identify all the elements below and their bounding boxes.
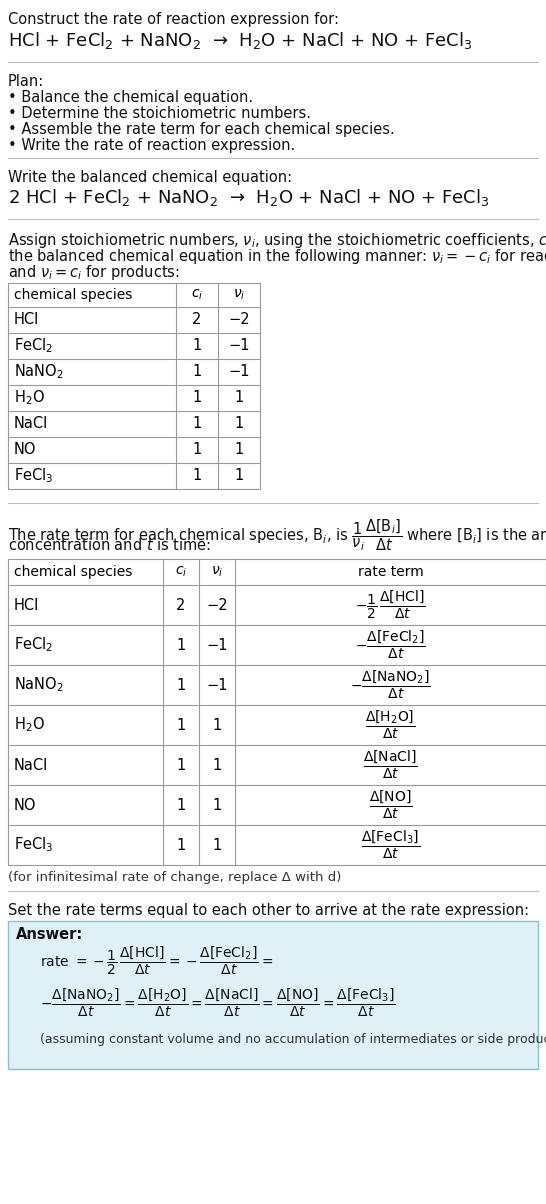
Text: FeCl$_2$: FeCl$_2$ — [14, 636, 53, 654]
Text: 1: 1 — [212, 838, 222, 852]
Text: $-\dfrac{\Delta[\mathrm{NaNO_2}]}{\Delta t}$: $-\dfrac{\Delta[\mathrm{NaNO_2}]}{\Delta… — [350, 669, 431, 701]
Text: 1: 1 — [234, 443, 244, 458]
Text: HCl + FeCl$_2$ + NaNO$_2$  →  H$_2$O + NaCl + NO + FeCl$_3$: HCl + FeCl$_2$ + NaNO$_2$ → H$_2$O + NaC… — [8, 30, 472, 51]
Text: NO: NO — [14, 797, 37, 813]
Bar — [8, 559, 546, 864]
Text: 1: 1 — [234, 468, 244, 484]
Text: −1: −1 — [228, 338, 250, 354]
Text: rate $= -\dfrac{1}{2}\,\dfrac{\Delta[\mathrm{HCl}]}{\Delta t} = -\dfrac{\Delta[\: rate $= -\dfrac{1}{2}\,\dfrac{\Delta[\ma… — [40, 945, 273, 978]
Text: and $\nu_i = c_i$ for products:: and $\nu_i = c_i$ for products: — [8, 262, 180, 282]
Text: 2: 2 — [176, 597, 186, 613]
Text: 1: 1 — [176, 637, 186, 653]
Text: 1: 1 — [234, 390, 244, 406]
Text: Set the rate terms equal to each other to arrive at the rate expression:: Set the rate terms equal to each other t… — [8, 903, 529, 917]
Text: FeCl$_3$: FeCl$_3$ — [14, 467, 54, 485]
Text: 1: 1 — [176, 757, 186, 773]
Text: 2: 2 — [192, 313, 201, 327]
Text: NaCl: NaCl — [14, 417, 48, 431]
Text: $\dfrac{\Delta[\mathrm{NaCl}]}{\Delta t}$: $\dfrac{\Delta[\mathrm{NaCl}]}{\Delta t}… — [363, 749, 418, 781]
Text: 1: 1 — [212, 797, 222, 813]
Text: $\dfrac{\Delta[\mathrm{FeCl_3}]}{\Delta t}$: $\dfrac{\Delta[\mathrm{FeCl_3}]}{\Delta … — [361, 828, 420, 861]
Text: (for infinitesimal rate of change, replace Δ with d): (for infinitesimal rate of change, repla… — [8, 870, 341, 884]
Text: • Determine the stoichiometric numbers.: • Determine the stoichiometric numbers. — [8, 106, 311, 120]
Text: chemical species: chemical species — [14, 565, 132, 579]
Text: Construct the rate of reaction expression for:: Construct the rate of reaction expressio… — [8, 12, 339, 26]
Text: −1: −1 — [206, 678, 228, 692]
Bar — [8, 921, 538, 1069]
Text: −1: −1 — [206, 637, 228, 653]
Text: $\dfrac{\Delta[\mathrm{NO}]}{\Delta t}$: $\dfrac{\Delta[\mathrm{NO}]}{\Delta t}$ — [369, 789, 412, 821]
Text: $c_i$: $c_i$ — [191, 288, 203, 302]
Text: NO: NO — [14, 443, 37, 458]
Text: 1: 1 — [176, 838, 186, 852]
Text: 1: 1 — [192, 338, 201, 354]
Text: • Assemble the rate term for each chemical species.: • Assemble the rate term for each chemic… — [8, 122, 395, 137]
Text: NaNO$_2$: NaNO$_2$ — [14, 362, 64, 382]
Text: • Write the rate of reaction expression.: • Write the rate of reaction expression. — [8, 138, 295, 153]
Text: 1: 1 — [176, 797, 186, 813]
Text: 2 HCl + FeCl$_2$ + NaNO$_2$  →  H$_2$O + NaCl + NO + FeCl$_3$: 2 HCl + FeCl$_2$ + NaNO$_2$ → H$_2$O + N… — [8, 187, 490, 208]
Text: $c_i$: $c_i$ — [175, 565, 187, 579]
Text: 1: 1 — [192, 443, 201, 458]
Text: chemical species: chemical species — [14, 288, 132, 302]
Text: 1: 1 — [176, 718, 186, 732]
Text: Plan:: Plan: — [8, 73, 44, 89]
Text: HCl: HCl — [14, 313, 39, 327]
Text: • Balance the chemical equation.: • Balance the chemical equation. — [8, 90, 253, 105]
Text: concentration and $t$ is time:: concentration and $t$ is time: — [8, 537, 211, 553]
Text: $-\dfrac{\Delta[\mathrm{FeCl_2}]}{\Delta t}$: $-\dfrac{\Delta[\mathrm{FeCl_2}]}{\Delta… — [355, 628, 426, 661]
Text: (assuming constant volume and no accumulation of intermediates or side products): (assuming constant volume and no accumul… — [40, 1033, 546, 1046]
Text: Write the balanced chemical equation:: Write the balanced chemical equation: — [8, 170, 292, 185]
Text: $\dfrac{\Delta[\mathrm{H_2O}]}{\Delta t}$: $\dfrac{\Delta[\mathrm{H_2O}]}{\Delta t}… — [365, 709, 416, 742]
Text: Answer:: Answer: — [16, 927, 83, 942]
Text: −1: −1 — [228, 365, 250, 379]
Text: the balanced chemical equation in the following manner: $\nu_i = -c_i$ for react: the balanced chemical equation in the fo… — [8, 247, 546, 266]
Text: rate term: rate term — [358, 565, 423, 579]
Text: −2: −2 — [228, 313, 250, 327]
Text: 1: 1 — [192, 417, 201, 431]
Text: FeCl$_3$: FeCl$_3$ — [14, 836, 54, 855]
Text: $\nu_i$: $\nu_i$ — [211, 565, 223, 579]
Text: 1: 1 — [234, 417, 244, 431]
Text: The rate term for each chemical species, B$_i$, is $\dfrac{1}{\nu_i}\dfrac{\Delt: The rate term for each chemical species,… — [8, 517, 546, 553]
Text: FeCl$_2$: FeCl$_2$ — [14, 337, 53, 355]
Text: Assign stoichiometric numbers, $\nu_i$, using the stoichiometric coefficients, $: Assign stoichiometric numbers, $\nu_i$, … — [8, 231, 546, 250]
Text: 1: 1 — [212, 757, 222, 773]
Text: 1: 1 — [176, 678, 186, 692]
Text: NaNO$_2$: NaNO$_2$ — [14, 675, 64, 695]
Text: H$_2$O: H$_2$O — [14, 715, 45, 734]
Text: 1: 1 — [192, 390, 201, 406]
Text: 1: 1 — [212, 718, 222, 732]
Text: $-\dfrac{\Delta[\mathrm{NaNO_2}]}{\Delta t} = \dfrac{\Delta[\mathrm{H_2O}]}{\Del: $-\dfrac{\Delta[\mathrm{NaNO_2}]}{\Delta… — [40, 987, 396, 1020]
Text: $-\dfrac{1}{2}\,\dfrac{\Delta[\mathrm{HCl}]}{\Delta t}$: $-\dfrac{1}{2}\,\dfrac{\Delta[\mathrm{HC… — [355, 589, 426, 621]
Text: $\nu_i$: $\nu_i$ — [233, 288, 245, 302]
Text: 1: 1 — [192, 468, 201, 484]
Text: H$_2$O: H$_2$O — [14, 389, 45, 407]
Text: −2: −2 — [206, 597, 228, 613]
Text: HCl: HCl — [14, 597, 39, 613]
Bar — [8, 283, 260, 489]
Text: NaCl: NaCl — [14, 757, 48, 773]
Text: 1: 1 — [192, 365, 201, 379]
